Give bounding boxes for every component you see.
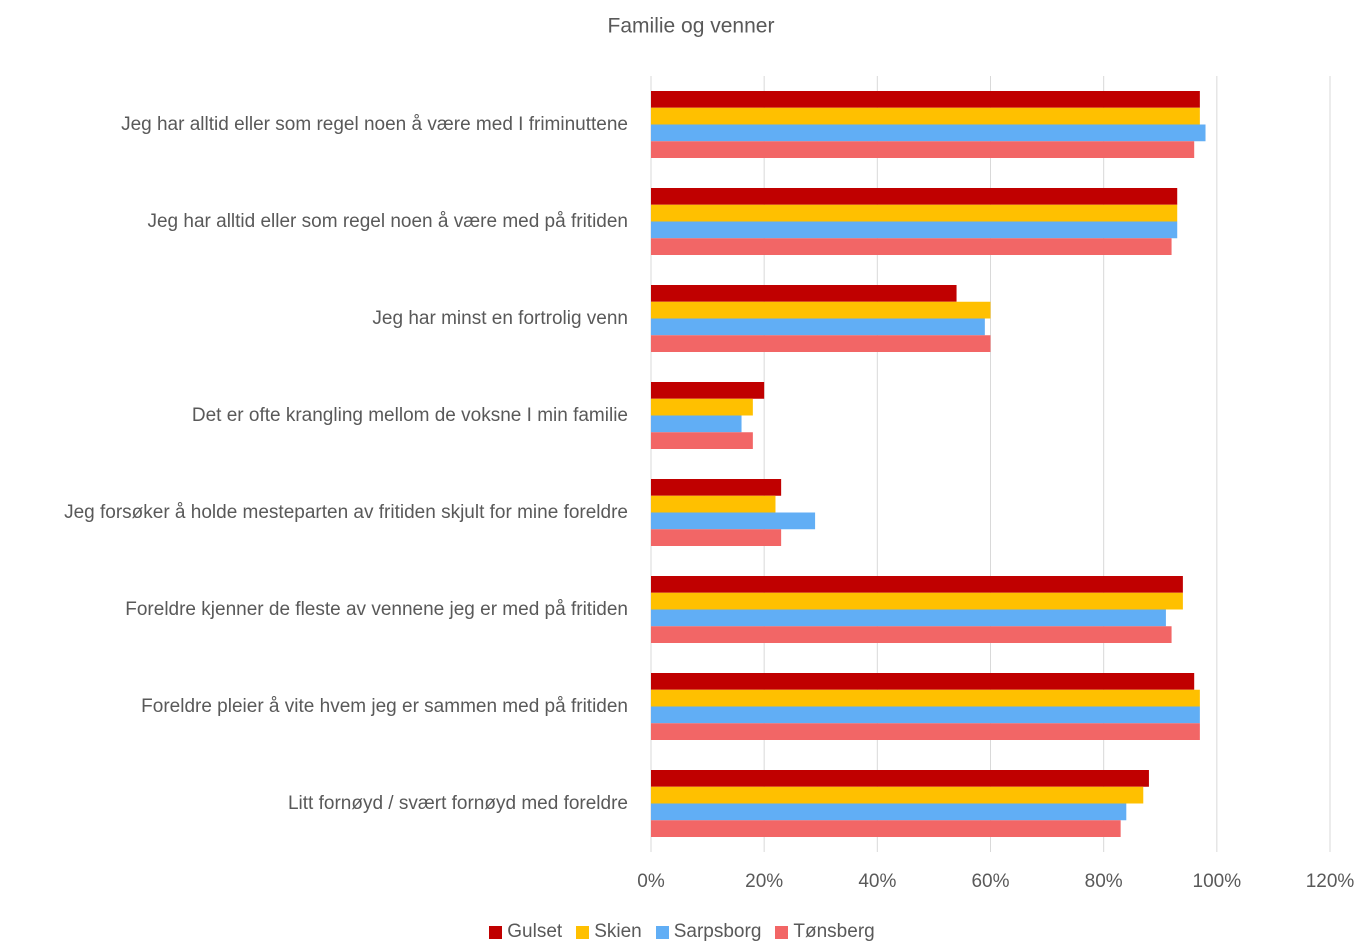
legend-item: Skien (576, 921, 642, 943)
x-tick-label: 100% (1193, 871, 1242, 892)
bar (651, 124, 1206, 142)
bar (651, 689, 1200, 707)
bar (651, 188, 1178, 205)
legend-label: Skien (594, 921, 642, 942)
category-label-box: Jeg har alltid eller som regel noen å væ… (0, 76, 628, 173)
bar (651, 141, 1195, 158)
legend-label: Sarpsborg (673, 921, 762, 942)
y-tick-label: Det er ofte krangling mellom de voksne I… (191, 405, 628, 426)
category-label-box: Foreldre pleier å vite hvem jeg er samme… (0, 658, 628, 755)
bar (651, 495, 776, 513)
legend: Gulset Skien Sarpsborg Tønsberg (0, 921, 1364, 943)
legend-swatch (775, 925, 789, 939)
bar (651, 803, 1127, 821)
category-label-box: Jeg har alltid eller som regel noen å væ… (0, 173, 628, 270)
y-tick-label: Jeg har alltid eller som regel noen å væ… (121, 114, 628, 135)
bar (651, 673, 1195, 690)
bar (651, 576, 1183, 593)
bar (651, 529, 782, 546)
y-tick-label: Jeg har minst en fortrolig venn (372, 308, 628, 329)
bar (651, 415, 742, 433)
bar (651, 592, 1183, 610)
y-tick-label: Litt fornøyd / svært fornøyd med foreldr… (287, 793, 628, 814)
y-tick-label: Foreldre pleier å vite hvem jeg er samme… (141, 696, 628, 717)
bar (651, 285, 957, 302)
category-label-box: Foreldre kjenner de fleste av vennene je… (0, 561, 628, 658)
bar (651, 512, 816, 530)
bar (651, 479, 782, 496)
x-tick-label: 80% (1085, 871, 1123, 892)
bar (651, 398, 753, 416)
x-tick-label: 20% (745, 871, 783, 892)
bar (651, 204, 1178, 222)
legend-item: Gulset (489, 921, 562, 943)
bar (651, 318, 985, 336)
bar (651, 382, 765, 399)
legend-swatch (489, 925, 503, 939)
bar (651, 432, 753, 449)
legend-swatch (576, 925, 590, 939)
bar (651, 609, 1166, 627)
chart-title: Familie og venner (608, 15, 775, 38)
category-label-box: Jeg forsøker å holde mesteparten av frit… (0, 464, 628, 561)
x-tick-label: 60% (971, 871, 1009, 892)
legend-item: Tønsberg (775, 921, 875, 943)
bar (651, 723, 1200, 740)
bar (651, 706, 1200, 724)
x-tick-label: 0% (637, 871, 665, 892)
y-tick-label: Foreldre kjenner de fleste av vennene je… (125, 599, 628, 620)
legend-swatch (655, 925, 669, 939)
x-tick-label: 40% (858, 871, 896, 892)
x-tick-label: 120% (1306, 871, 1355, 892)
bar (651, 221, 1178, 239)
bar (651, 301, 991, 319)
bar (651, 786, 1144, 804)
legend-label: Tønsberg (793, 921, 875, 942)
bar (651, 626, 1172, 643)
y-tick-label: Jeg har alltid eller som regel noen å væ… (147, 211, 628, 232)
bar (651, 238, 1172, 255)
bar (651, 335, 991, 352)
bar (651, 820, 1121, 837)
category-label-box: Det er ofte krangling mellom de voksne I… (0, 367, 628, 464)
y-tick-label: Jeg forsøker å holde mesteparten av frit… (64, 502, 628, 523)
bar (651, 91, 1200, 108)
legend-label: Gulset (507, 921, 563, 942)
category-label-box: Jeg har minst en fortrolig venn (0, 270, 628, 367)
legend-item: Sarpsborg (655, 921, 762, 943)
category-label-box: Litt fornøyd / svært fornøyd med foreldr… (0, 755, 628, 852)
bar (651, 770, 1149, 787)
bar (651, 107, 1200, 125)
